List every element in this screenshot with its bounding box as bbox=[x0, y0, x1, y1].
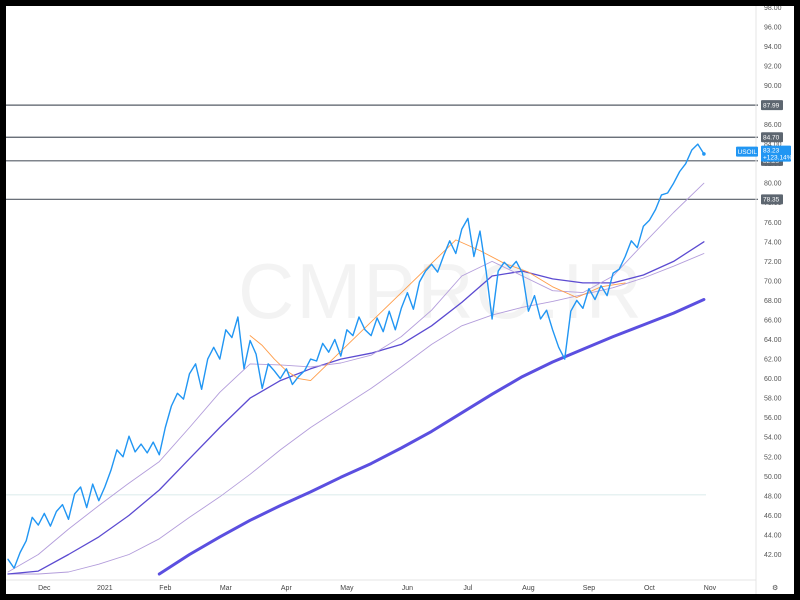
series-line-ma-200[interactable] bbox=[157, 298, 706, 576]
symbol-tag bbox=[736, 146, 758, 157]
x-tick-label: Mar bbox=[220, 585, 233, 592]
y-tick-label: 68.00 bbox=[764, 298, 782, 305]
y-tick-label: 72.00 bbox=[764, 259, 782, 266]
y-tick-label: 66.00 bbox=[764, 317, 782, 324]
y-tick-label: 80.00 bbox=[764, 181, 782, 188]
x-tick-label: Nov bbox=[704, 585, 717, 592]
series-line-ma-orange[interactable] bbox=[249, 239, 626, 382]
level-tag-label: 87.99 bbox=[763, 103, 780, 110]
y-tick-label: 44.00 bbox=[764, 532, 782, 539]
y-tick-label: 74.00 bbox=[764, 239, 782, 246]
y-tick-label: 48.00 bbox=[764, 493, 782, 500]
level-tag bbox=[761, 132, 783, 143]
symbol-label: USOIL bbox=[738, 149, 758, 156]
level-tag-label: 84.70 bbox=[763, 135, 780, 142]
y-tick-label: 64.00 bbox=[764, 337, 782, 344]
x-tick-label: 2021 bbox=[97, 585, 113, 592]
y-tick-label: 90.00 bbox=[764, 83, 782, 90]
y-tick-label: 76.00 bbox=[764, 220, 782, 227]
series-line-ma-short[interactable] bbox=[7, 182, 705, 573]
last-price-point bbox=[702, 152, 706, 156]
settings-gear-icon[interactable]: ⚙ bbox=[772, 584, 778, 592]
y-tick-label: 52.00 bbox=[764, 454, 782, 461]
x-tick-label: Sep bbox=[583, 585, 596, 592]
change-percent-label: +123.14% bbox=[763, 155, 793, 162]
y-tick-label: 70.00 bbox=[764, 278, 782, 285]
y-tick-label: 98.00 bbox=[764, 6, 782, 12]
chart-frame: CMPRO.IR 98.0096.0094.0092.0090.0088.008… bbox=[6, 6, 794, 594]
x-tick-label: Oct bbox=[644, 585, 655, 592]
series-line-ma-medium[interactable] bbox=[7, 241, 705, 575]
y-tick-label: 54.00 bbox=[764, 435, 782, 442]
x-tick-label: Feb bbox=[159, 585, 171, 592]
x-tick-label: Dec bbox=[38, 585, 51, 592]
series-line-price[interactable] bbox=[7, 143, 705, 569]
y-tick-label: 94.00 bbox=[764, 44, 782, 51]
level-tag bbox=[761, 100, 783, 111]
x-tick-label: Aug bbox=[522, 585, 535, 592]
y-tick-label: 60.00 bbox=[764, 376, 782, 383]
y-tick-label: 46.00 bbox=[764, 513, 782, 520]
x-tick-label: Jul bbox=[463, 585, 472, 592]
y-tick-label: 96.00 bbox=[764, 24, 782, 31]
last-price-label: 83.23 bbox=[763, 148, 780, 155]
chart-svg[interactable]: CMPRO.IR 98.0096.0094.0092.0090.0088.008… bbox=[6, 6, 794, 594]
last-price-tag bbox=[761, 145, 791, 162]
x-tick-label: Apr bbox=[281, 585, 293, 592]
y-tick-label: 58.00 bbox=[764, 396, 782, 403]
level-tag-label: 78.35 bbox=[763, 197, 780, 204]
level-tag-label: 82.29 bbox=[763, 158, 780, 165]
x-tick-label: Jun bbox=[402, 585, 413, 592]
y-tick-label: 50.00 bbox=[764, 474, 782, 481]
y-tick-label: 42.00 bbox=[764, 552, 782, 559]
watermark-text: CMPRO.IR bbox=[238, 247, 644, 335]
x-tick-label: May bbox=[340, 585, 354, 592]
level-tag bbox=[761, 194, 783, 205]
y-tick-label: 84.00 bbox=[764, 142, 782, 149]
y-tick-label: 92.00 bbox=[764, 63, 782, 70]
y-tick-label: 56.00 bbox=[764, 415, 782, 422]
y-tick-label: 86.00 bbox=[764, 122, 782, 129]
y-tick-label: 62.00 bbox=[764, 357, 782, 364]
